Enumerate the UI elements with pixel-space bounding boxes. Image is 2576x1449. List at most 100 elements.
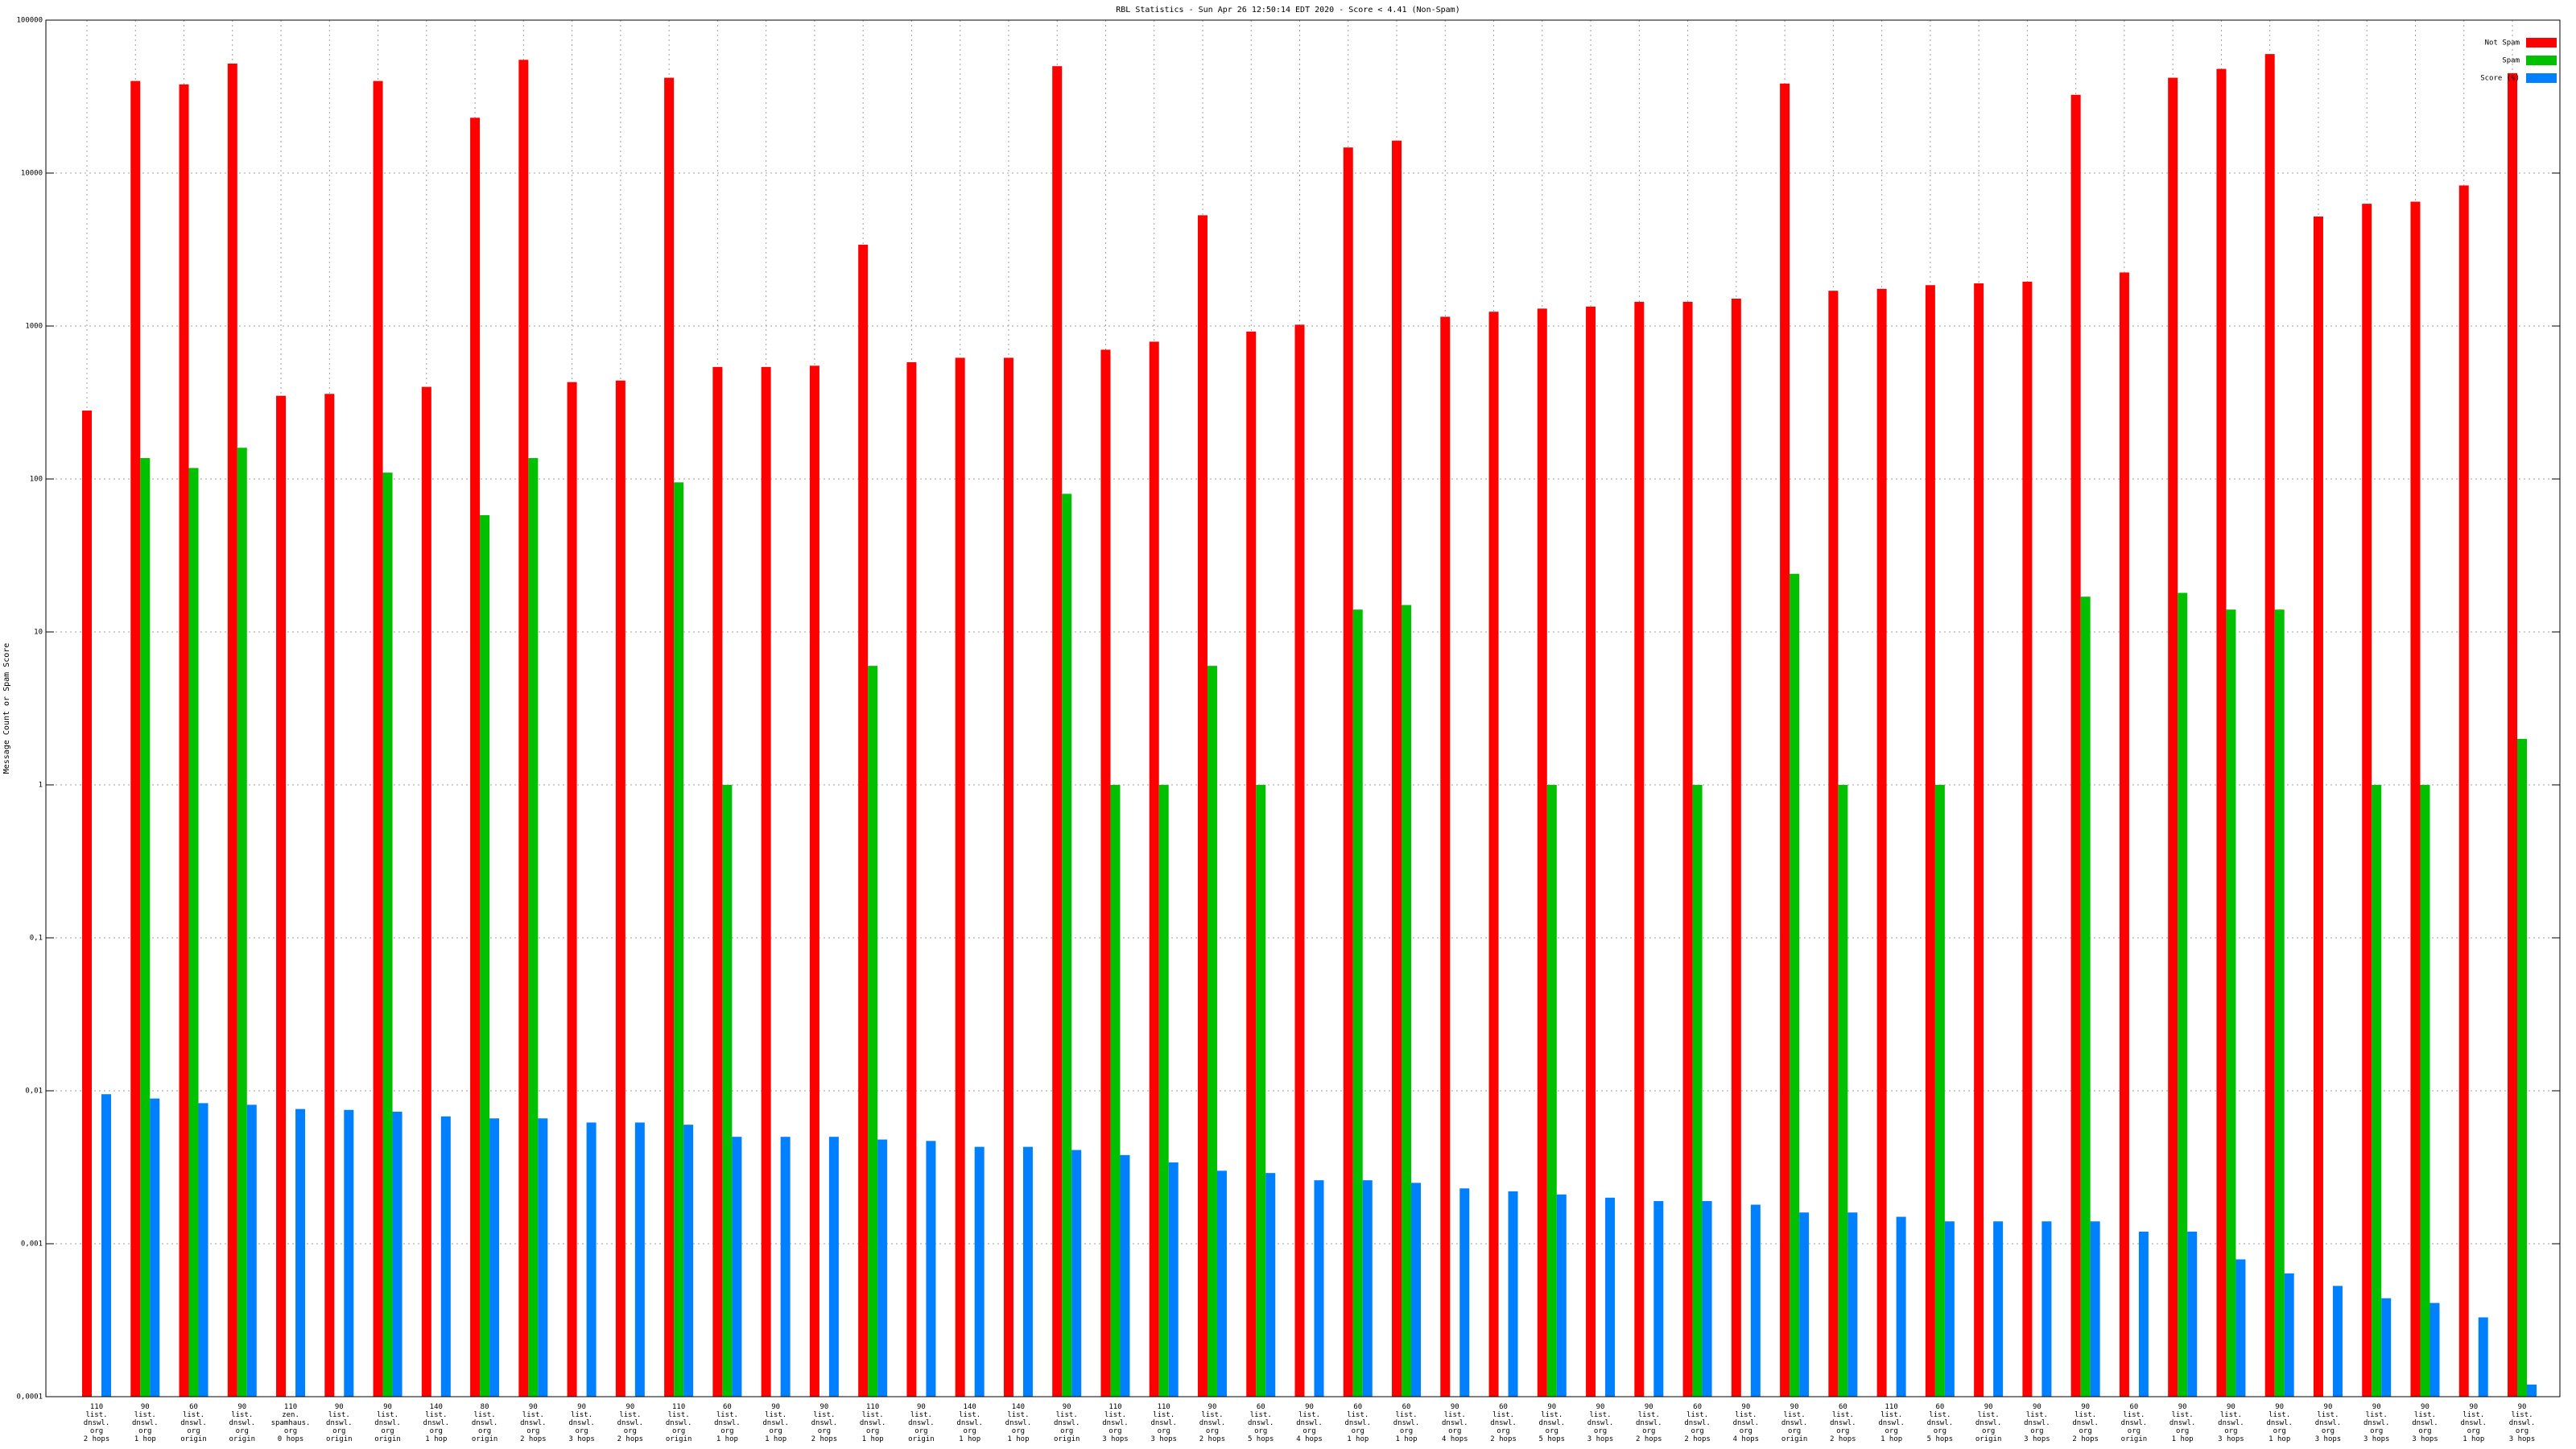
bar [1149, 341, 1159, 1397]
bar [140, 458, 151, 1397]
bar [179, 84, 189, 1397]
bar [1838, 785, 1848, 1397]
bar [2420, 785, 2430, 1397]
bar [1440, 316, 1451, 1397]
x-tick-label-line: list. [1978, 1411, 2000, 1419]
bar [276, 395, 287, 1397]
x-tick-label-line: 2 hops [1684, 1435, 1711, 1443]
x-tick-label-line: 90 [1984, 1403, 1993, 1411]
bar [2070, 94, 2081, 1397]
x-tick-label-line: 1 hop [959, 1435, 980, 1443]
bar [1246, 331, 1257, 1397]
bar [2090, 1221, 2100, 1397]
x-tick-label: 60 list. dnswl. org origin [180, 1403, 207, 1443]
x-tick-label-line: 5 hops [1927, 1435, 1954, 1443]
x-tick-label-line: dnswl. [1539, 1419, 1566, 1427]
x-tick-label-line: org [2030, 1427, 2043, 1435]
x-tick-label-line: dnswl. [617, 1419, 644, 1427]
x-tick-label-line: list. [1638, 1411, 1660, 1419]
bar [1062, 493, 1072, 1397]
bar [2372, 785, 2382, 1397]
x-tick-label-line: list. [1347, 1411, 1368, 1419]
x-tick-label-line: 90 [2372, 1403, 2381, 1411]
x-tick-label-line: 1 hop [2172, 1435, 2194, 1443]
x-tick-label-line: 1 hop [425, 1435, 447, 1443]
x-tick-label-line: list. [1298, 1411, 1320, 1419]
x-tick-label-line: 1 hop [716, 1435, 738, 1443]
x-tick-label-line: 2 hops [1490, 1435, 1517, 1443]
x-tick-label-line: 60 [1402, 1403, 1411, 1411]
bar [2284, 1273, 2294, 1397]
bar [2080, 597, 2091, 1397]
x-tick-label-line: dnswl. [666, 1419, 692, 1427]
x-tick-label-line: list. [716, 1411, 738, 1419]
x-tick-label-line: org [187, 1427, 200, 1435]
x-tick-label: 110 list. dnswl. org origin [666, 1403, 692, 1443]
x-tick-label-line: 2 hops [2072, 1435, 2099, 1443]
bar [1362, 1180, 1373, 1397]
x-tick-label: 90 list. dnswl. org 1 hop [762, 1403, 789, 1443]
x-tick-label-line: 90 [2081, 1403, 2090, 1411]
x-tick-label-line: dnswl. [2024, 1419, 2050, 1427]
x-tick-label-line: dnswl. [132, 1419, 159, 1427]
x-tick-label-line: dnswl. [2509, 1419, 2536, 1427]
bar [1343, 147, 1353, 1397]
x-tick-label-line: list. [1395, 1411, 1417, 1419]
x-tick-label-line: org [964, 1427, 976, 1435]
x-tick-label-line: list. [1444, 1411, 1466, 1419]
bar [828, 1137, 839, 1397]
x-tick-label-line: 90 [141, 1403, 150, 1411]
x-tick-label-line: org [1012, 1427, 1025, 1435]
x-tick-label-line: list. [959, 1411, 980, 1419]
x-tick-label-line: dnswl. [956, 1419, 983, 1427]
x-tick-label-line: 90 [2421, 1403, 2429, 1411]
bar [1993, 1221, 2004, 1397]
x-tick-label-line: 60 [1257, 1403, 1265, 1411]
x-tick-label-line: dnswl. [568, 1419, 595, 1427]
bar [1586, 306, 1596, 1397]
x-tick-label-line: 90 [2518, 1403, 2527, 1411]
bar [1702, 1201, 1712, 1397]
bar [2235, 1259, 2246, 1397]
bar [674, 482, 684, 1397]
x-tick-label-line: 3 hops [1102, 1435, 1129, 1443]
x-tick-label-line: org [2516, 1427, 2529, 1435]
bar [1110, 785, 1121, 1397]
bar [1731, 298, 1741, 1397]
legend-label: Spam [2502, 57, 2520, 65]
x-tick-label-line: 90 [2324, 1403, 2333, 1411]
x-tick-label-line: 4 hops [1296, 1435, 1323, 1443]
x-tick-label: 90 list. dnswl. org 2 hops [617, 1403, 644, 1443]
x-tick-label: 90 list. dnswl. org 3 hops [568, 1403, 595, 1443]
x-tick-label: 60 list. dnswl. org 2 hops [1830, 1403, 1856, 1443]
bar [2138, 1231, 2149, 1397]
x-tick-label-line: list. [813, 1411, 835, 1419]
x-tick-label-line: org [2467, 1427, 2480, 1435]
x-tick-label: 60 list. dnswl. org 5 hops [1248, 1403, 1274, 1443]
bar [2381, 1298, 2392, 1397]
x-tick-label-line: dnswl. [1442, 1419, 1468, 1427]
x-tick-label-line: dnswl. [1150, 1419, 1177, 1427]
x-tick-label: 140 list. dnswl. org 1 hop [1005, 1403, 1032, 1443]
bar [1207, 666, 1217, 1397]
x-tick-label: 90 list. dnswl. org 3 hops [2315, 1403, 2342, 1443]
x-tick-label-line: 90 [1305, 1403, 1314, 1411]
x-tick-label: 90 list. dnswl. org 3 hops [2024, 1403, 2050, 1443]
x-tick-label-line: dnswl. [1102, 1419, 1129, 1427]
bar [1158, 785, 1169, 1397]
x-tick-label-line: org [818, 1427, 831, 1435]
bar [198, 1103, 208, 1397]
x-tick-label: 90 list. dnswl. org origin [229, 1403, 256, 1443]
x-tick-label: 60 list. dnswl. org 1 hop [1345, 1403, 1372, 1443]
bar [2517, 738, 2527, 1397]
x-tick-label-line: 1 hop [1347, 1435, 1368, 1443]
bar [188, 468, 199, 1397]
y-tick-label: 0,1 [30, 935, 43, 943]
bar [227, 63, 237, 1397]
bar [2478, 1317, 2488, 1397]
bar [809, 365, 819, 1397]
x-tick-label-line: list. [862, 1411, 884, 1419]
bar [1799, 1212, 1810, 1397]
x-tick-label-line: 110 [1885, 1403, 1897, 1411]
